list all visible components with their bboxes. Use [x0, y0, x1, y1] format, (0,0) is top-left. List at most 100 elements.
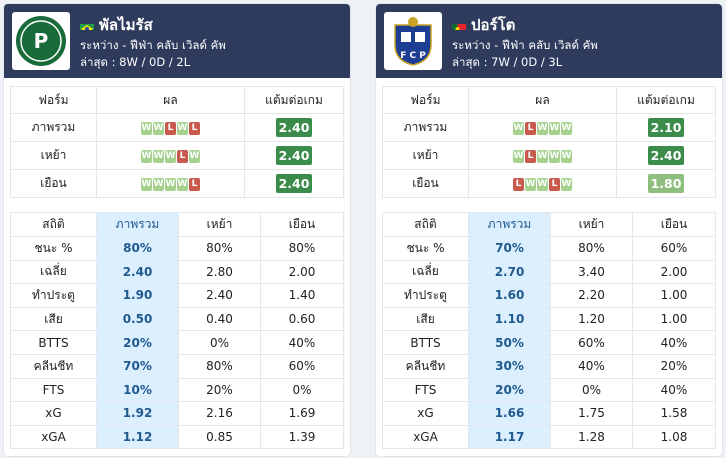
col-header-overall: ภาพรวม: [468, 212, 551, 237]
stat-label: xG: [382, 401, 469, 426]
ppg-cell: 2.40: [244, 169, 344, 198]
stat-away: 1.00: [632, 306, 716, 332]
stats-row: เฉลี่ย 2.70 3.40 2.00: [382, 259, 716, 285]
form-row-label: เยือน: [10, 169, 97, 198]
stats-row: ทำประตู 1.60 2.20 1.00: [382, 283, 716, 308]
result-badge: W: [513, 149, 524, 163]
stat-home: 20%: [178, 377, 261, 403]
col-header-ppg: แต้มต่อเกม: [244, 86, 344, 114]
stats-row: FTS 20% 0% 40%: [382, 377, 716, 403]
team-card-palmeiras: P พัลไมรัส ระหว่าง - ฟีฟ่า คลับ เวิลด์ ค…: [4, 4, 350, 456]
team-name: ปอร์โต: [452, 13, 515, 37]
stat-away: 80%: [260, 236, 344, 261]
stats-row: เสีย 0.50 0.40 0.60: [10, 306, 344, 332]
stat-away: 1.00: [632, 283, 716, 308]
team-name-label: ปอร์โต: [471, 16, 516, 34]
portugal-flag-icon: [452, 20, 466, 30]
result-badge: W: [141, 121, 152, 135]
stats-row: ชนะ % 80% 80% 80%: [10, 236, 344, 261]
stat-away: 60%: [632, 236, 716, 261]
stat-overall: 20%: [468, 377, 551, 403]
form-row-label: ภาพรวม: [10, 113, 97, 142]
stat-home: 2.20: [550, 283, 633, 308]
stat-overall: 0.50: [96, 306, 179, 332]
ppg-cell: 2.10: [616, 113, 716, 142]
result-badge: W: [153, 177, 164, 191]
competition-label: ระหว่าง - ฟีฟ่า คลับ เวิลด์ คัพ: [80, 38, 226, 52]
stat-label: เฉลี่ย: [10, 259, 97, 285]
stats-row: xGA 1.12 0.85 1.39: [10, 424, 344, 450]
ppg-badge: 1.80: [648, 174, 684, 193]
stat-home: 80%: [178, 236, 261, 261]
stat-overall: 70%: [96, 353, 179, 379]
stat-label: เสีย: [10, 306, 97, 332]
form-row-label: เยือน: [382, 169, 469, 198]
col-header-stat: สถิติ: [382, 212, 469, 237]
porto-crest-icon: F C P: [384, 12, 442, 70]
stat-home: 2.40: [178, 283, 261, 308]
stats-row: คลีนชีท 70% 80% 60%: [10, 353, 344, 379]
stat-away: 40%: [632, 330, 716, 355]
svg-text:F C P: F C P: [400, 51, 426, 61]
stat-label: เสีย: [382, 306, 469, 332]
stat-label: คลีนชีท: [10, 353, 97, 379]
stat-overall: 80%: [96, 236, 179, 261]
col-header-away: เยือน: [632, 212, 716, 237]
team-name-label: พัลไมรัส: [99, 16, 153, 34]
stat-home: 1.20: [550, 306, 633, 332]
result-badge: W: [141, 177, 152, 191]
result-badge: L: [165, 121, 176, 135]
ppg-badge: 2.10: [648, 118, 684, 137]
stat-label: ชนะ %: [10, 236, 97, 261]
stat-overall: 2.40: [96, 259, 179, 285]
stats-row: BTTS 20% 0% 40%: [10, 330, 344, 355]
stat-away: 40%: [632, 377, 716, 403]
stat-overall: 70%: [468, 236, 551, 261]
ppg-badge: 2.40: [276, 118, 312, 137]
stat-overall: 1.10: [468, 306, 551, 332]
stats-row: xGA 1.17 1.28 1.08: [382, 424, 716, 450]
stat-home: 2.16: [178, 401, 261, 426]
result-badge: L: [549, 177, 560, 191]
stat-overall: 1.92: [96, 401, 179, 426]
team-card-porto: F C P ปอร์โต ระหว่าง - ฟีฟ่า คลับ เวิลด์…: [376, 4, 722, 456]
form-row: เหย้า W W W L W 2.40: [10, 141, 344, 170]
stat-away: 20%: [632, 353, 716, 379]
col-header-away: เยือน: [260, 212, 344, 237]
ppg-cell: 2.40: [244, 113, 344, 142]
form-table: ฟอร์ม ผล แต้มต่อเกม ภาพรวม W L W W W 2.10 เหย้า…: [382, 86, 716, 198]
stat-home: 1.28: [550, 424, 633, 450]
stat-overall: 30%: [468, 353, 551, 379]
form-row-label: เหย้า: [10, 141, 97, 170]
col-header-ppg: แต้มต่อเกม: [616, 86, 716, 114]
stats-row: เฉลี่ย 2.40 2.80 2.00: [10, 259, 344, 285]
stat-label: ชนะ %: [382, 236, 469, 261]
stat-home: 2.80: [178, 259, 261, 285]
result-badge: W: [549, 149, 560, 163]
stat-home: 0.40: [178, 306, 261, 332]
stat-overall: 10%: [96, 377, 179, 403]
brazil-flag-icon: [80, 20, 94, 30]
result-badge: W: [189, 149, 200, 163]
stat-away: 0.60: [260, 306, 344, 332]
col-header-form: ฟอร์ม: [382, 86, 469, 114]
team-name: พัลไมรัส: [80, 13, 153, 37]
stat-label: ทำประตู: [10, 283, 97, 308]
result-badge: W: [153, 121, 164, 135]
recent-record: ล่าสุด : 8W / 0D / 2L: [80, 55, 191, 69]
stat-away: 2.00: [260, 259, 344, 285]
stat-overall: 2.70: [468, 259, 551, 285]
col-header-form: ฟอร์ม: [10, 86, 97, 114]
result-badge: W: [561, 121, 572, 135]
competition-label: ระหว่าง - ฟีฟ่า คลับ เวิลด์ คัพ: [452, 38, 598, 52]
result-badge: W: [177, 177, 188, 191]
stat-label: FTS: [10, 377, 97, 403]
stat-home: 0%: [550, 377, 633, 403]
result-badge: W: [165, 177, 176, 191]
result-badge: W: [561, 177, 572, 191]
